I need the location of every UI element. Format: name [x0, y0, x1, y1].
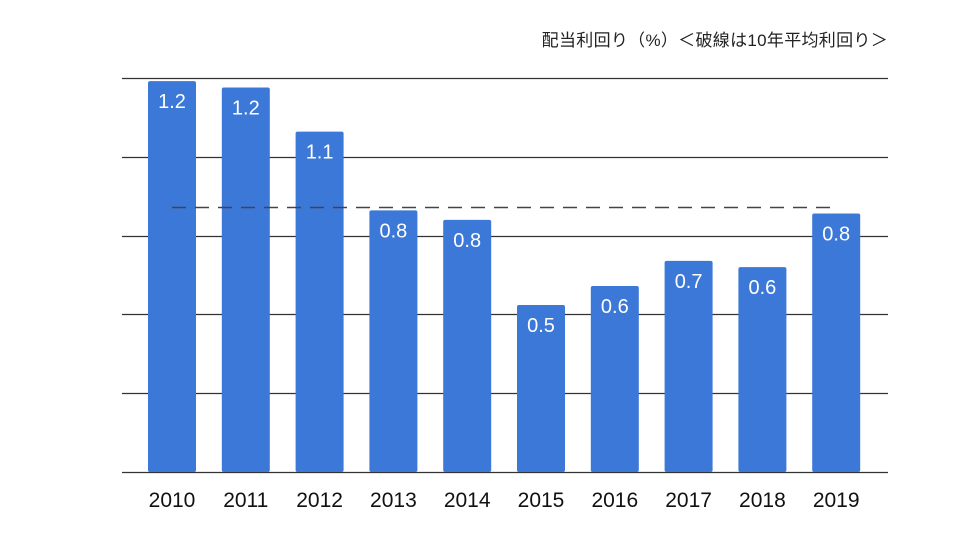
bars: [148, 81, 861, 473]
bar-2014: [443, 219, 492, 472]
data-label-2013: 0.8: [379, 220, 407, 242]
x-tick-label-2015: 2015: [518, 489, 565, 512]
data-label-2016: 0.6: [601, 296, 629, 318]
x-tick-label-2010: 2010: [149, 489, 196, 512]
data-label-2010: 1.2: [158, 91, 186, 113]
bar-2019: [812, 213, 861, 472]
bar-2010: [148, 81, 196, 472]
data-label-2011: 1.2: [232, 97, 260, 119]
bar-2015: [517, 304, 565, 472]
x-tick-label-2016: 2016: [591, 489, 638, 512]
bar-2011: [221, 87, 270, 473]
bar-2017: [664, 260, 713, 472]
x-tick-label-2012: 2012: [296, 489, 343, 512]
x-tick-label-2017: 2017: [665, 489, 712, 512]
x-tick-label-2018: 2018: [739, 489, 786, 512]
bar-2013: [369, 210, 418, 472]
bar-2018: [738, 267, 787, 472]
data-label-2014: 0.8: [453, 230, 481, 252]
data-label-2018: 0.6: [748, 277, 776, 299]
data-label-2012: 1.1: [306, 142, 334, 164]
x-axis-tick-labels: 2010 2011 2012 2013 2014 2015 2016 2017 2018 2019: [149, 489, 860, 512]
data-labels: 1.2 1.2 1.1 0.8 0.8 0.5 0.6 0.7 0.6 0.8: [158, 91, 850, 337]
bar-2016: [590, 286, 639, 472]
x-tick-label-2013: 2013: [370, 489, 417, 512]
bar-2012: [295, 131, 344, 473]
data-label-2019: 0.8: [822, 224, 850, 246]
data-label-2015: 0.5: [527, 315, 555, 337]
data-label-2017: 0.7: [675, 271, 703, 293]
chart-title: 配当利回り（%）＜破線は10年平均利回り＞: [541, 31, 888, 50]
x-tick-label-2014: 2014: [444, 489, 491, 512]
x-tick-label-2011: 2011: [223, 489, 268, 512]
x-tick-label-2019: 2019: [813, 489, 860, 512]
